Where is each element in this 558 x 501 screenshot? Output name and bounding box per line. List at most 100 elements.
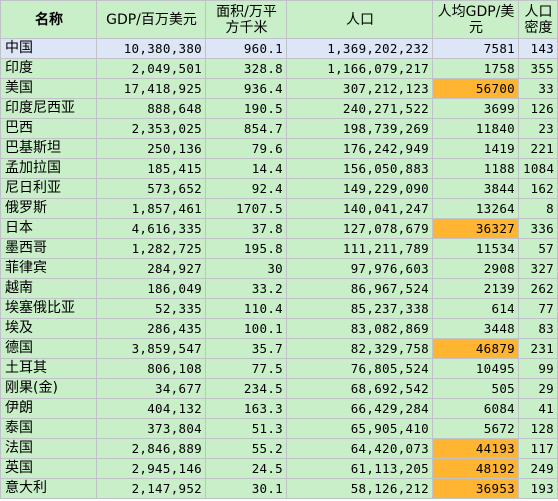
cell-area: 33.2 xyxy=(205,278,287,299)
cell-gdp: 2,945,146 xyxy=(96,458,206,479)
cell-name: 刚果(金) xyxy=(0,378,97,399)
cell-area: 30 xyxy=(205,258,287,279)
cell-population: 240,271,522 xyxy=(286,98,433,119)
cell-gdp-per-capita: 48192 xyxy=(432,458,519,479)
cell-population: 65,905,410 xyxy=(286,418,433,439)
cell-density: 8 xyxy=(518,198,558,219)
cell-gdp: 186,049 xyxy=(96,278,206,299)
cell-density: 221 xyxy=(518,138,558,159)
table-row: 俄罗斯 1,857,461 1707.5 140,041,247 13264 8 xyxy=(0,198,558,219)
cell-name: 中国 xyxy=(0,38,97,59)
cell-population: 127,078,679 xyxy=(286,218,433,239)
cell-area: 14.4 xyxy=(205,158,287,179)
cell-gdp: 806,108 xyxy=(96,358,206,379)
table-row: 埃及 286,435 100.1 83,082,869 3448 83 xyxy=(0,318,558,339)
cell-gdp: 1,282,725 xyxy=(96,238,206,259)
cell-gdp-per-capita: 11534 xyxy=(432,238,519,259)
cell-population: 66,429,284 xyxy=(286,398,433,419)
cell-population: 61,113,205 xyxy=(286,458,433,479)
cell-density: 29 xyxy=(518,378,558,399)
cell-gdp: 10,380,380 xyxy=(96,38,206,59)
cell-name: 孟加拉国 xyxy=(0,158,97,179)
cell-name: 英国 xyxy=(0,458,97,479)
cell-area: 79.6 xyxy=(205,138,287,159)
table-body: 中国 10,380,380 960.1 1,369,202,232 7581 143 印度 2… xyxy=(0,38,558,499)
table-row: 印度尼西亚 888,648 190.5 240,271,522 3699 126 xyxy=(0,98,558,119)
table-row: 刚果(金) 34,677 234.5 68,692,542 505 29 xyxy=(0,378,558,399)
cell-density: 355 xyxy=(518,58,558,79)
table-row: 孟加拉国 185,415 14.4 156,050,883 1188 1084 xyxy=(0,158,558,179)
table-row: 埃塞俄比亚 52,335 110.4 85,237,338 614 77 xyxy=(0,298,558,319)
table-row: 伊朗 404,132 163.3 66,429,284 6084 41 xyxy=(0,398,558,419)
cell-gdp-per-capita: 1419 xyxy=(432,138,519,159)
cell-density: 249 xyxy=(518,458,558,479)
cell-density: 262 xyxy=(518,278,558,299)
cell-population: 111,211,789 xyxy=(286,238,433,259)
cell-area: 328.8 xyxy=(205,58,287,79)
cell-area: 110.4 xyxy=(205,298,287,319)
cell-name: 意大利 xyxy=(0,478,97,499)
cell-population: 64,420,073 xyxy=(286,438,433,459)
cell-density: 327 xyxy=(518,258,558,279)
header-name: 名称 xyxy=(0,0,97,39)
cell-population: 176,242,949 xyxy=(286,138,433,159)
cell-density: 83 xyxy=(518,318,558,339)
cell-area: 163.3 xyxy=(205,398,287,419)
cell-gdp: 17,418,925 xyxy=(96,78,206,99)
table-row: 墨西哥 1,282,725 195.8 111,211,789 11534 57 xyxy=(0,238,558,259)
cell-population: 76,805,524 xyxy=(286,358,433,379)
cell-area: 35.7 xyxy=(205,338,287,359)
cell-density: 128 xyxy=(518,418,558,439)
cell-gdp: 4,616,335 xyxy=(96,218,206,239)
cell-population: 58,126,212 xyxy=(286,478,433,499)
cell-gdp-per-capita: 2908 xyxy=(432,258,519,279)
table-row: 英国 2,945,146 24.5 61,113,205 48192 249 xyxy=(0,458,558,479)
header-gdp: GDP/百万美元 xyxy=(96,0,206,39)
cell-area: 1707.5 xyxy=(205,198,287,219)
cell-name: 越南 xyxy=(0,278,97,299)
cell-area: 24.5 xyxy=(205,458,287,479)
cell-area: 55.2 xyxy=(205,438,287,459)
cell-gdp-per-capita: 11840 xyxy=(432,118,519,139)
table-row: 菲律宾 284,927 30 97,976,603 2908 327 xyxy=(0,258,558,279)
cell-gdp-per-capita: 36953 xyxy=(432,478,519,499)
cell-gdp-per-capita: 3448 xyxy=(432,318,519,339)
header-gdp-per-capita: 人均GDP/美元 xyxy=(432,0,519,39)
header-area: 面积/万平方千米 xyxy=(205,0,287,39)
cell-population: 1,369,202,232 xyxy=(286,38,433,59)
cell-gdp: 2,147,952 xyxy=(96,478,206,499)
cell-density: 99 xyxy=(518,358,558,379)
cell-name: 德国 xyxy=(0,338,97,359)
cell-area: 190.5 xyxy=(205,98,287,119)
cell-area: 960.1 xyxy=(205,38,287,59)
cell-population: 97,976,603 xyxy=(286,258,433,279)
table-row: 法国 2,846,889 55.2 64,420,073 44193 117 xyxy=(0,438,558,459)
table-row: 越南 186,049 33.2 86,967,524 2139 262 xyxy=(0,278,558,299)
cell-gdp: 888,648 xyxy=(96,98,206,119)
cell-gdp: 250,136 xyxy=(96,138,206,159)
table-row: 德国 3,859,547 35.7 82,329,758 46879 231 xyxy=(0,338,558,359)
cell-density: 126 xyxy=(518,98,558,119)
header-population: 人口 xyxy=(286,0,433,39)
cell-gdp: 2,353,025 xyxy=(96,118,206,139)
cell-gdp-per-capita: 3844 xyxy=(432,178,519,199)
cell-gdp-per-capita: 46879 xyxy=(432,338,519,359)
cell-density: 57 xyxy=(518,238,558,259)
table-row: 印度 2,049,501 328.8 1,166,079,217 1758 355 xyxy=(0,58,558,79)
cell-name: 法国 xyxy=(0,438,97,459)
cell-gdp: 404,132 xyxy=(96,398,206,419)
cell-area: 77.5 xyxy=(205,358,287,379)
header-row: 名称 GDP/百万美元 面积/万平方千米 人口 人均GDP/美元 人口密度 xyxy=(0,0,558,39)
cell-gdp-per-capita: 6084 xyxy=(432,398,519,419)
cell-gdp-per-capita: 2139 xyxy=(432,278,519,299)
cell-gdp-per-capita: 44193 xyxy=(432,438,519,459)
cell-gdp: 2,049,501 xyxy=(96,58,206,79)
cell-name: 印度尼西亚 xyxy=(0,98,97,119)
cell-name: 墨西哥 xyxy=(0,238,97,259)
cell-area: 30.1 xyxy=(205,478,287,499)
cell-density: 117 xyxy=(518,438,558,459)
cell-name: 俄罗斯 xyxy=(0,198,97,219)
cell-gdp: 185,415 xyxy=(96,158,206,179)
cell-population: 140,041,247 xyxy=(286,198,433,219)
